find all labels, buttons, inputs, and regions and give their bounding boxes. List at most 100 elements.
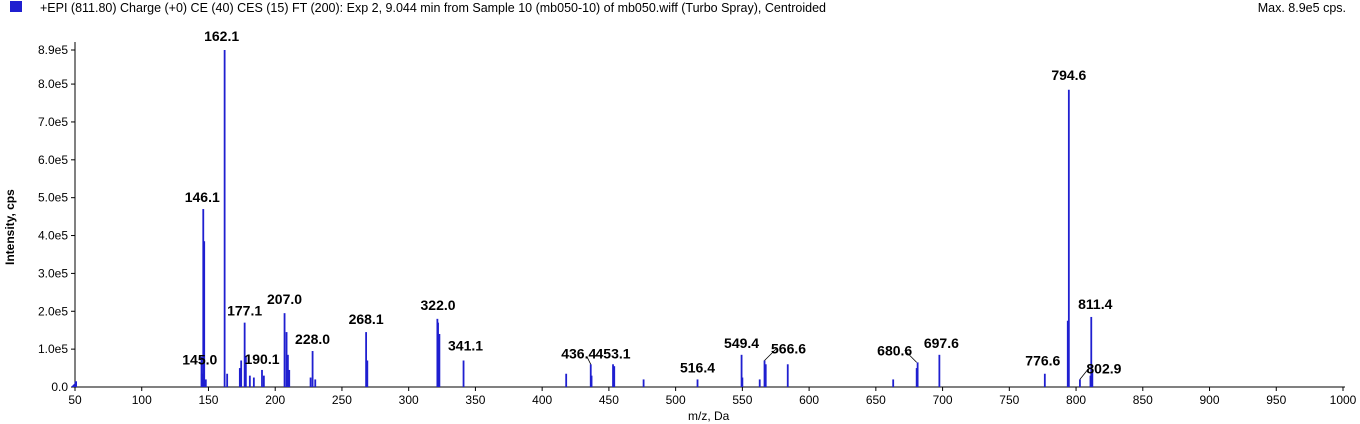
peak-bar — [462, 360, 465, 387]
y-tick-label: 4.0e5 — [38, 229, 68, 243]
y-tick-label: 6.0e5 — [38, 153, 68, 167]
peak-bar — [786, 364, 789, 387]
peak-bar — [915, 368, 918, 387]
peak-bar — [1067, 89, 1070, 388]
x-tick-label: 400 — [532, 393, 552, 407]
x-tick-label: 350 — [465, 393, 485, 407]
peak-label: 145.0 — [182, 352, 217, 368]
peak-bar — [612, 364, 614, 387]
peak-bar — [642, 379, 645, 387]
peak-label: 802.9 — [1086, 360, 1121, 376]
peak-bar — [203, 241, 206, 387]
peak-bar — [1079, 379, 1081, 387]
x-tick-label: 800 — [1066, 393, 1086, 407]
peak-bar — [613, 366, 616, 387]
peak-bar — [365, 332, 368, 387]
peak-label: 453.1 — [596, 345, 631, 361]
leader-line — [764, 348, 777, 361]
peaks-group — [71, 50, 1094, 388]
peak-label: 680.6 — [877, 342, 912, 358]
peak-bar — [366, 360, 369, 387]
x-tick-label: 950 — [1266, 393, 1286, 407]
peak-bar — [764, 364, 767, 387]
y-tick-label: 1.0e5 — [38, 342, 68, 356]
x-tick-label: 650 — [866, 393, 886, 407]
peak-label: 794.6 — [1051, 67, 1086, 83]
peak-bar — [590, 375, 593, 387]
x-tick-label: 250 — [332, 393, 352, 407]
peak-bar — [202, 209, 205, 387]
y-tick-label: 5.0e5 — [38, 191, 68, 205]
peak-bar — [1043, 373, 1046, 387]
peak-bar — [252, 377, 255, 387]
peak-bar — [223, 50, 226, 387]
peak-label: 436.4 — [561, 345, 596, 361]
x-tick-label: 550 — [732, 393, 752, 407]
peak-bar — [696, 379, 699, 387]
leader-line — [1079, 369, 1089, 380]
chart-header: +EPI (811.80) Charge (+0) CE (40) CES (1… — [0, 0, 1360, 18]
peak-bar — [1066, 320, 1069, 387]
peak-label: 268.1 — [349, 311, 384, 327]
axes-group: 50 100 150 200 250 300 350 400 450 500 550 600 650 70… — [38, 42, 1357, 407]
x-tick-label: 300 — [399, 393, 419, 407]
peak-label: 776.6 — [1025, 353, 1060, 369]
peak-bar — [288, 369, 291, 387]
series-color-swatch — [10, 1, 22, 12]
peak-bar — [261, 369, 263, 387]
peak-label: 516.4 — [680, 359, 715, 375]
peak-bar — [763, 360, 766, 387]
peak-label: 811.4 — [1078, 296, 1112, 312]
peak-label: 177.1 — [227, 303, 262, 319]
peak-bar — [740, 354, 743, 387]
x-tick-label: 100 — [132, 393, 152, 407]
x-tick-label: 150 — [198, 393, 218, 407]
peak-label: 228.0 — [295, 331, 330, 347]
leader-line — [904, 350, 917, 363]
peak-label: 190.1 — [244, 351, 279, 367]
peak-bar — [741, 377, 744, 387]
x-tick-label: 1000 — [1330, 393, 1357, 407]
y-tick-label: 8.0e5 — [38, 77, 68, 91]
x-tick-label: 700 — [933, 393, 953, 407]
peak-label: 341.1 — [448, 337, 483, 353]
y-tick-label: 0.0 — [51, 380, 68, 394]
peak-bar — [565, 373, 568, 387]
peak-bar — [285, 332, 288, 387]
peak-label: 146.1 — [185, 189, 220, 205]
peak-labels-group: 162.1 146.1 145.0 177.1 190.1 207.0 228.0 268.1… — [182, 28, 1122, 380]
peak-bar — [226, 373, 229, 387]
peak-bar — [244, 356, 247, 387]
y-tick-label: 8.9e5 — [38, 43, 68, 57]
peak-bar — [438, 333, 441, 387]
peak-bar — [437, 322, 439, 387]
y-tick-label: 7.0e5 — [38, 115, 68, 129]
peak-bar — [314, 379, 317, 387]
x-tick-label: 850 — [1133, 393, 1153, 407]
x-tick-label: 500 — [666, 393, 686, 407]
chart-title: +EPI (811.80) Charge (+0) CE (40) CES (1… — [40, 1, 826, 15]
x-tick-label: 200 — [265, 393, 285, 407]
peak-bar — [309, 377, 312, 387]
peak-label: 322.0 — [421, 297, 456, 313]
peak-bar — [262, 375, 265, 387]
peak-bar — [240, 360, 243, 387]
peak-bar — [243, 322, 246, 387]
peak-bar — [200, 356, 203, 387]
peak-bar — [238, 368, 241, 387]
peak-bar — [283, 313, 286, 387]
peak-bar — [938, 354, 941, 387]
peak-label: 697.6 — [924, 335, 959, 351]
origin-marker-icon — [71, 381, 77, 387]
peak-bar — [311, 351, 314, 387]
x-axis-title: m/z, Da — [688, 409, 730, 423]
max-intensity-label: Max. 8.9e5 cps. — [1257, 1, 1346, 15]
x-tick-label: 50 — [68, 393, 82, 407]
peak-bar — [248, 375, 251, 387]
peak-label: 566.6 — [771, 340, 806, 356]
leader-line — [586, 356, 592, 365]
peak-bar — [204, 379, 207, 387]
peak-bar — [758, 379, 761, 387]
y-tick-label: 2.0e5 — [38, 304, 68, 318]
